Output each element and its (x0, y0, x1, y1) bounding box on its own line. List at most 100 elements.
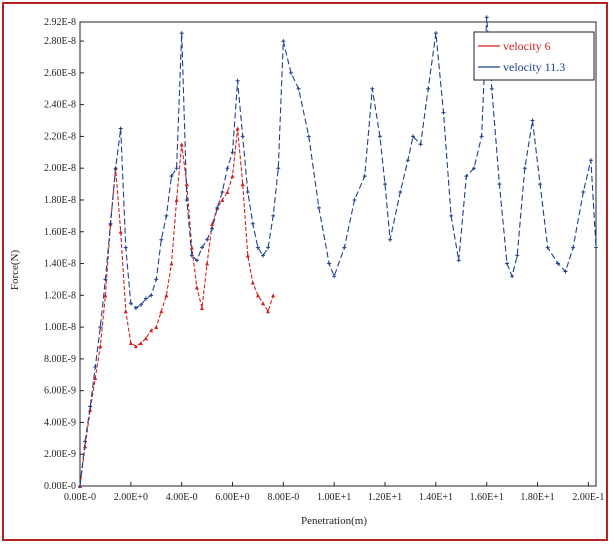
data-point-velocity11 (352, 197, 357, 202)
data-point-velocity6 (235, 126, 240, 131)
x-tick-label: 2.00E+0 (114, 492, 148, 503)
y-tick-label: 2.00E-9 (44, 449, 76, 460)
data-point-velocity6 (205, 261, 210, 266)
y-axis-label: Force(N) (9, 250, 21, 291)
data-point-velocity11 (588, 158, 593, 163)
y-tick-label: 2.80E-8 (44, 36, 76, 47)
data-point-velocity11 (240, 134, 245, 139)
series-line-velocity6 (79, 128, 274, 487)
y-tick-label: 1.60E-8 (44, 227, 76, 238)
data-point-velocity6 (271, 293, 276, 298)
data-point-velocity11 (225, 166, 230, 171)
data-point-velocity11 (545, 245, 550, 250)
x-tick-label: 2.00E-1 (572, 492, 604, 503)
data-point-velocity6 (103, 293, 108, 298)
data-point-velocity6 (261, 301, 266, 306)
data-point-velocity11 (93, 364, 98, 369)
data-point-velocity11 (377, 134, 382, 139)
data-point-velocity6 (179, 142, 184, 147)
data-point-velocity11 (510, 274, 515, 279)
data-point-velocity11 (538, 182, 543, 187)
data-point-velocity11 (479, 134, 484, 139)
x-tick-label: 8.00E-0 (267, 492, 299, 503)
data-point-velocity11 (108, 221, 113, 226)
data-point-velocity6 (194, 285, 199, 290)
data-point-velocity11 (484, 15, 489, 20)
data-point-velocity11 (327, 261, 332, 266)
data-point-velocity6 (200, 306, 205, 311)
x-axis-label: Penetration(m) (301, 515, 367, 527)
data-point-velocity11 (433, 31, 438, 36)
data-point-velocity11 (200, 245, 205, 250)
data-point-velocity11 (261, 253, 266, 258)
data-point-velocity11 (184, 197, 189, 202)
x-tick-label: 1.80E+1 (520, 492, 554, 503)
y-tick-label: 1.40E-8 (44, 259, 76, 270)
y-tick-label: 2.40E-8 (44, 100, 76, 111)
x-tick-label: 6.00E+0 (215, 492, 249, 503)
data-point-velocity11 (332, 274, 337, 279)
y-tick-label: 2.92E-8 (44, 17, 76, 28)
data-point-velocity11 (215, 205, 220, 210)
data-point-velocity11 (522, 166, 527, 171)
data-point-velocity11 (220, 190, 225, 195)
data-point-velocity11 (306, 134, 311, 139)
legend: velocity 6 velocity 11.3 (473, 31, 595, 81)
data-point-velocity11 (230, 150, 235, 155)
x-tick-label: 1.60E+1 (470, 492, 504, 503)
data-point-velocity11 (362, 174, 367, 179)
data-point-velocity11 (88, 404, 93, 409)
data-point-velocity6 (98, 344, 103, 349)
data-point-velocity11 (489, 86, 494, 91)
data-point-velocity6 (255, 293, 260, 298)
data-point-velocity11 (179, 31, 184, 36)
data-point-velocity11 (515, 253, 520, 258)
data-point-velocity11 (113, 166, 118, 171)
data-point-velocity11 (497, 182, 502, 187)
data-point-velocity6 (169, 261, 174, 266)
data-point-velocity11 (464, 174, 469, 179)
data-point-velocity6 (266, 309, 271, 314)
data-point-velocity11 (471, 166, 476, 171)
data-point-velocity6 (159, 309, 164, 314)
y-tick-label: 1.20E-8 (44, 290, 76, 301)
data-point-velocity11 (123, 245, 128, 250)
data-point-velocity11 (164, 213, 169, 218)
data-point-velocity6 (149, 328, 154, 333)
series-layer (78, 15, 598, 488)
data-point-velocity11 (398, 190, 403, 195)
data-point-velocity6 (250, 280, 255, 285)
y-tick-label: 6.00E-9 (44, 386, 76, 397)
data-point-velocity11 (255, 245, 260, 250)
x-tick-label: 1.00E+1 (317, 492, 351, 503)
data-point-velocity11 (103, 277, 108, 282)
data-point-velocity6 (240, 182, 245, 187)
data-point-velocity6 (220, 197, 225, 202)
data-point-velocity11 (449, 213, 454, 218)
data-point-velocity11 (505, 261, 510, 266)
data-point-velocity11 (276, 166, 281, 171)
data-point-velocity11 (245, 190, 250, 195)
y-tick-label: 4.00E-9 (44, 417, 76, 428)
data-point-velocity11 (418, 142, 423, 147)
data-point-velocity11 (405, 158, 410, 163)
data-point-velocity6 (174, 197, 179, 202)
data-point-velocity11 (235, 78, 240, 83)
y-tick-label: 2.60E-8 (44, 68, 76, 79)
y-tick-label: 0.00E-0 (44, 481, 76, 492)
series-line-velocity11 (79, 17, 597, 487)
data-point-velocity11 (426, 86, 431, 91)
data-point-velocity11 (581, 190, 586, 195)
data-point-velocity11 (189, 253, 194, 258)
data-point-velocity11 (316, 205, 321, 210)
data-point-velocity11 (98, 325, 103, 330)
data-point-velocity11 (118, 126, 123, 131)
data-point-velocity11 (342, 245, 347, 250)
data-point-velocity11 (563, 269, 568, 274)
data-point-velocity11 (296, 86, 301, 91)
data-point-velocity11 (288, 70, 293, 75)
y-tick-label: 8.00E-9 (44, 354, 76, 365)
data-point-velocity11 (388, 237, 393, 242)
data-point-velocity6 (210, 221, 215, 226)
x-tick-label: 4.00E-0 (166, 492, 198, 503)
